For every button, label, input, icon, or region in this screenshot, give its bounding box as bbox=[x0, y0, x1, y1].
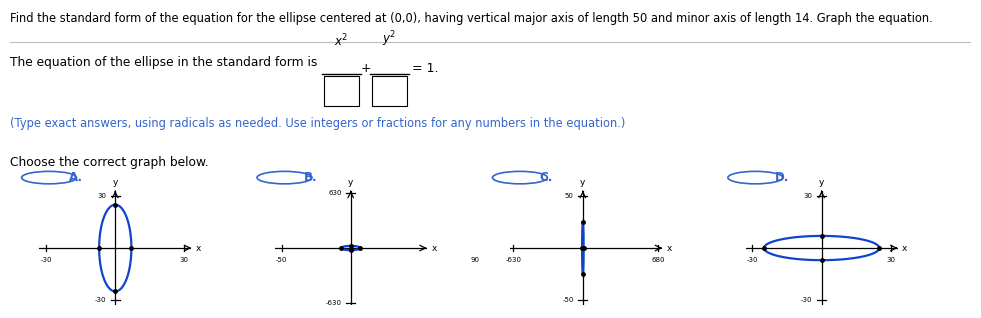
Text: Choose the correct graph below.: Choose the correct graph below. bbox=[10, 156, 209, 169]
Text: -50: -50 bbox=[562, 297, 574, 303]
Text: -630: -630 bbox=[505, 257, 522, 263]
Text: y: y bbox=[348, 178, 353, 187]
Text: 30: 30 bbox=[97, 193, 106, 199]
Text: 680: 680 bbox=[651, 257, 664, 263]
Text: y: y bbox=[580, 178, 586, 187]
Text: y: y bbox=[113, 178, 118, 187]
Text: 30: 30 bbox=[886, 257, 896, 263]
Text: -630: -630 bbox=[326, 300, 341, 306]
Text: 50: 50 bbox=[565, 193, 574, 199]
Text: y: y bbox=[819, 178, 824, 187]
Text: 30: 30 bbox=[180, 257, 189, 263]
Text: D.: D. bbox=[775, 171, 790, 184]
Text: $x^2$: $x^2$ bbox=[335, 32, 348, 49]
Text: -30: -30 bbox=[40, 257, 52, 263]
Text: A.: A. bbox=[69, 171, 82, 184]
Text: C.: C. bbox=[540, 171, 553, 184]
Text: -30: -30 bbox=[800, 297, 812, 303]
Text: Find the standard form of the equation for the ellipse centered at (0,0), having: Find the standard form of the equation f… bbox=[10, 12, 933, 25]
Text: x: x bbox=[196, 244, 201, 252]
Text: -30: -30 bbox=[94, 297, 106, 303]
Text: $y^2$: $y^2$ bbox=[383, 30, 396, 49]
Text: x: x bbox=[667, 244, 672, 252]
Text: = 1.: = 1. bbox=[412, 62, 439, 75]
Text: B.: B. bbox=[304, 171, 318, 184]
Text: x: x bbox=[903, 244, 907, 252]
Text: -50: -50 bbox=[276, 257, 287, 263]
FancyBboxPatch shape bbox=[372, 76, 407, 106]
Text: 630: 630 bbox=[328, 190, 341, 197]
Text: x: x bbox=[432, 244, 437, 252]
Text: The equation of the ellipse in the standard form is: The equation of the ellipse in the stand… bbox=[10, 56, 317, 69]
Text: +: + bbox=[360, 62, 371, 75]
FancyBboxPatch shape bbox=[324, 76, 359, 106]
Text: (Type exact answers, using radicals as needed. Use integers or fractions for any: (Type exact answers, using radicals as n… bbox=[10, 117, 625, 130]
Text: 90: 90 bbox=[471, 257, 480, 263]
Text: -30: -30 bbox=[747, 257, 758, 263]
Text: 30: 30 bbox=[803, 193, 812, 199]
